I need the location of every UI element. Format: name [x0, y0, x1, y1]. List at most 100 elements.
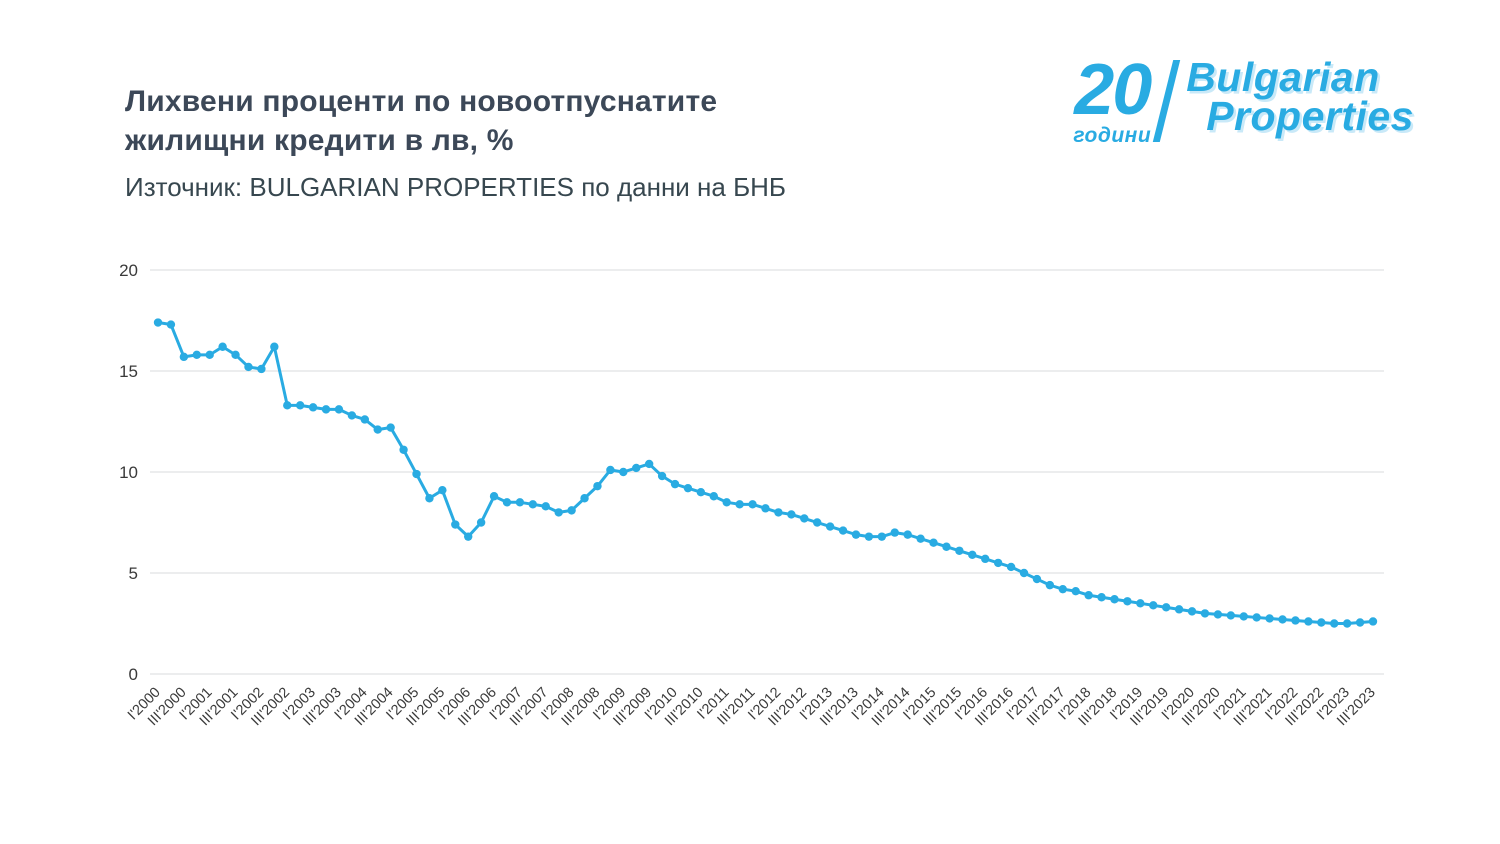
logo-anniversary-block: 20 години [1073, 50, 1152, 148]
data-point [1187, 607, 1197, 616]
data-point [929, 538, 938, 547]
y-axis-tick-label: 5 [129, 564, 138, 583]
data-point [438, 485, 447, 495]
data-point [257, 364, 266, 374]
data-point [774, 508, 783, 517]
data-point [696, 488, 706, 497]
data-point [903, 530, 912, 539]
data-point [1149, 601, 1158, 610]
data-point [593, 481, 602, 491]
data-point [606, 465, 615, 475]
data-point [993, 558, 1003, 568]
data-point [1226, 611, 1236, 620]
data-point [1330, 619, 1339, 628]
data-point [386, 423, 395, 432]
data-point [1239, 612, 1248, 621]
logo-divider-bar [1152, 60, 1181, 142]
page-title: Лихвени проценти по новоотпуснатите жили… [125, 82, 717, 160]
data-point [244, 362, 253, 372]
data-point [541, 502, 550, 511]
data-point [347, 411, 357, 420]
data-point [1084, 591, 1093, 600]
data-point [192, 350, 201, 360]
interest-rate-line-chart: 05101520I'2000III'2000I'2001III'2001I'20… [119, 261, 1384, 729]
data-line [156, 321, 1375, 625]
data-point [1265, 614, 1274, 623]
y-axis-tick-label: 10 [119, 463, 138, 482]
data-point [1174, 605, 1184, 614]
data-point [1161, 603, 1171, 612]
chart-source-label: Източник: BULGARIAN PROPERTIES по данни … [125, 172, 786, 202]
data-point [1200, 609, 1210, 618]
data-point [1304, 617, 1313, 626]
data-point [877, 532, 887, 541]
data-point [399, 445, 408, 454]
data-point [1032, 574, 1042, 584]
data-point [554, 508, 563, 517]
data-point [1071, 586, 1080, 596]
data-point [515, 498, 525, 507]
data-point [916, 534, 925, 543]
data-point [644, 459, 654, 469]
y-axis-tick-label: 20 [119, 261, 138, 280]
data-point [657, 471, 667, 481]
data-point [464, 532, 473, 541]
data-point [360, 415, 370, 424]
data-point [205, 350, 214, 360]
data-point [761, 504, 770, 513]
data-point [218, 342, 227, 351]
data-point [295, 401, 305, 410]
y-axis-tick-label: 15 [119, 362, 138, 381]
brand-logo: 20 години Bulgarian Properties [1073, 50, 1414, 148]
y-axis-tick-label: 0 [129, 665, 138, 684]
page-title-line2: жилищни кредити в лв, % [125, 124, 514, 157]
data-point [683, 483, 693, 493]
data-point [1252, 613, 1261, 622]
data-point [1342, 619, 1352, 628]
data-point [851, 530, 861, 539]
data-point [1136, 599, 1145, 608]
logo-brand-name: Bulgarian Properties [1186, 54, 1414, 139]
data-point [153, 318, 163, 327]
data-point [709, 492, 718, 501]
logo-brand-line1: Bulgarian [1186, 54, 1380, 100]
logo-anniversary-number: 20 [1074, 50, 1152, 130]
page-title-line1: Лихвени проценти по новоотпуснатите [125, 85, 718, 118]
data-point [968, 550, 977, 560]
data-point [1058, 584, 1067, 594]
data-point [425, 494, 434, 503]
data-point [670, 479, 680, 489]
data-point [632, 463, 641, 473]
data-point [748, 500, 757, 509]
data-point [825, 522, 835, 531]
logo-brand-line2: Properties [1206, 92, 1414, 139]
data-point [451, 520, 460, 529]
data-point [179, 352, 189, 362]
data-point [567, 506, 576, 515]
data-point [981, 554, 990, 564]
data-point [283, 401, 292, 410]
data-point [800, 514, 809, 523]
data-point [838, 526, 848, 535]
data-point [373, 425, 382, 434]
data-point [722, 498, 731, 507]
data-point [1213, 610, 1223, 619]
data-point [308, 403, 318, 412]
data-point [813, 518, 822, 527]
data-point [1097, 593, 1106, 602]
data-point [1006, 562, 1016, 572]
data-point [412, 469, 421, 479]
data-point [1045, 580, 1055, 590]
data-point [1019, 568, 1029, 578]
data-point [955, 546, 964, 555]
data-point [864, 532, 874, 541]
data-point [787, 510, 796, 519]
data-point [942, 542, 951, 551]
data-point [166, 320, 176, 329]
data-point [502, 498, 512, 507]
data-point [890, 528, 899, 537]
logo-anniversary-years-label: години [1073, 124, 1152, 148]
data-point [528, 500, 538, 509]
data-point [1110, 595, 1119, 604]
